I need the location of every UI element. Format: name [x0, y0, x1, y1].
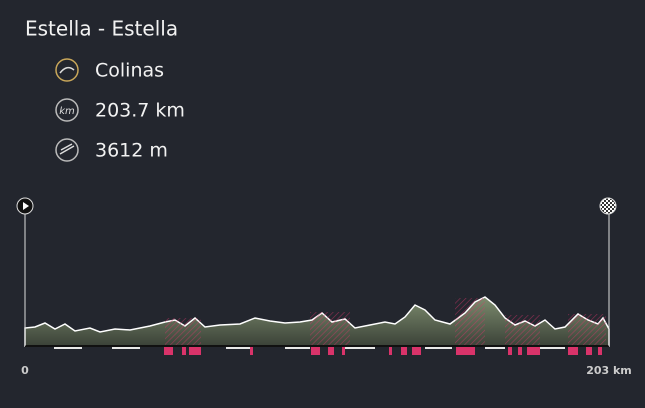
- distance-icon: [55, 98, 79, 122]
- start-marker-icon: [23, 202, 29, 210]
- climb-hatch: [455, 298, 485, 346]
- finish-marker: [599, 197, 617, 215]
- start-distance: 0: [21, 364, 29, 377]
- elevation-icon-shape: [59, 143, 75, 155]
- terrain-label: Colinas: [95, 60, 164, 82]
- climb-segments: [164, 347, 602, 355]
- terrain-icon: [55, 58, 79, 82]
- title: Estella - Estella: [25, 17, 178, 41]
- elevation-label: 3612 m: [95, 140, 168, 162]
- climb-hatches: [165, 298, 606, 346]
- climb-hatch: [165, 318, 201, 346]
- elevation-icon: [55, 138, 79, 162]
- climb-hatch: [568, 314, 606, 346]
- terrain-icon-shape: [59, 66, 75, 74]
- end-distance: 203 km: [586, 364, 632, 377]
- distance-label: 203.7 km: [95, 100, 185, 122]
- climb-hatch: [310, 312, 350, 346]
- climb-hatch: [505, 315, 540, 346]
- distance-icon-text: km: [59, 106, 75, 117]
